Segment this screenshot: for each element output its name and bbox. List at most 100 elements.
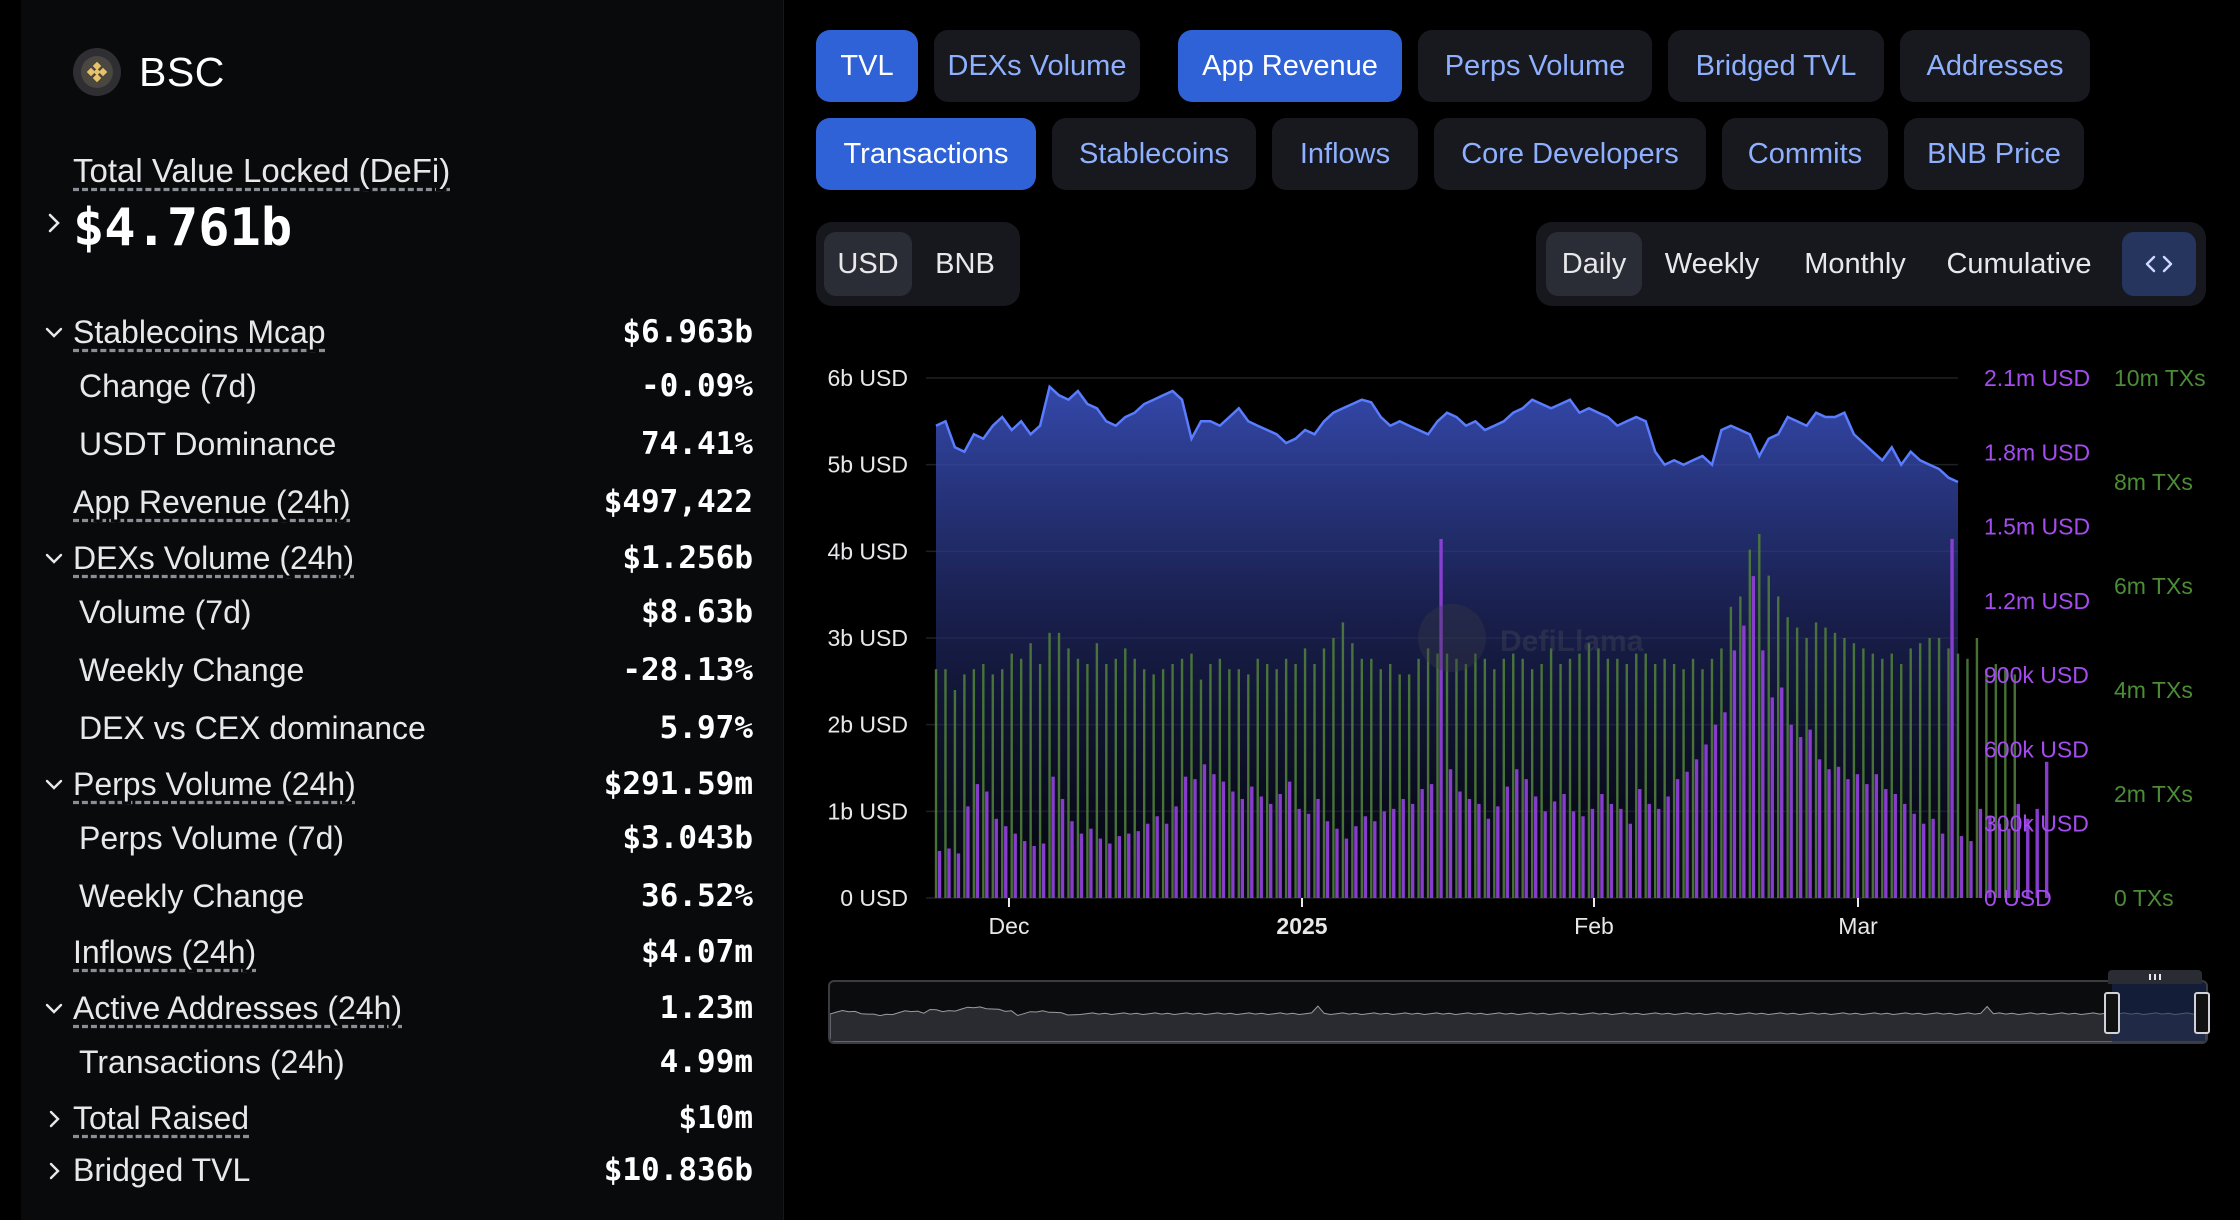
chevron-down-icon[interactable] bbox=[43, 774, 65, 801]
revenue-bar bbox=[1316, 798, 1320, 898]
denomination-bnb-button[interactable]: BNB bbox=[935, 247, 995, 280]
revenue-bar bbox=[1410, 803, 1415, 898]
stat-value: $4.07m bbox=[641, 934, 753, 970]
transactions-bar bbox=[1701, 669, 1704, 898]
brush-selection[interactable] bbox=[2112, 982, 2206, 1042]
transactions-bar bbox=[1389, 664, 1392, 898]
stat-label[interactable]: DEXs Volume (24h) bbox=[73, 540, 355, 576]
revenue-bar bbox=[1335, 828, 1339, 898]
grip-icon bbox=[2149, 974, 2161, 980]
stat-label[interactable]: Perps Volume (24h) bbox=[73, 766, 356, 802]
revenue-bar bbox=[1344, 838, 1349, 898]
chevron-down-icon[interactable] bbox=[43, 322, 65, 349]
tab-addresses[interactable]: Addresses bbox=[1900, 30, 2090, 102]
chain-title: BSC bbox=[73, 48, 225, 96]
stat-label[interactable]: Inflows (24h) bbox=[73, 934, 257, 970]
stat-row[interactable]: DEXs Volume (24h) $1.256b bbox=[43, 540, 753, 588]
stat-label[interactable]: Stablecoins Mcap bbox=[73, 314, 326, 350]
revenue-bar bbox=[1183, 776, 1188, 898]
stat-value: 1.23m bbox=[659, 990, 753, 1026]
stat-row[interactable]: Stablecoins Mcap $6.963b bbox=[43, 314, 753, 362]
stat-label: DEX vs CEX dominance bbox=[79, 710, 426, 746]
stat-label: Perps Volume (7d) bbox=[79, 820, 345, 856]
stat-label[interactable]: Total Raised bbox=[73, 1100, 250, 1136]
tab-bnb-price[interactable]: BNB Price bbox=[1904, 118, 2084, 190]
revenue-bar bbox=[1770, 697, 1774, 898]
brush-left-handle[interactable] bbox=[2104, 992, 2120, 1034]
tab-app-revenue[interactable]: App Revenue bbox=[1178, 30, 1402, 102]
transactions-bar bbox=[1426, 648, 1430, 898]
revenue-bar bbox=[1732, 650, 1737, 898]
transactions-bar bbox=[991, 674, 994, 898]
tab-stablecoins[interactable]: Stablecoins bbox=[1052, 118, 1256, 190]
tvl-axis-tick: 6b USD bbox=[827, 365, 908, 391]
chevron-right-icon[interactable] bbox=[43, 1160, 65, 1187]
transactions-bar bbox=[1228, 669, 1231, 898]
revenue-bar bbox=[1997, 823, 2002, 898]
transactions-axis-tick: 8m TXs bbox=[2114, 469, 2193, 495]
stat-label: Weekly Change bbox=[79, 652, 305, 688]
revenue-axis-tick: 300k USD bbox=[1984, 811, 2089, 837]
stat-row[interactable]: Active Addresses (24h) 1.23m bbox=[43, 990, 753, 1038]
x-axis-tick: Dec bbox=[989, 913, 1030, 939]
tab-dexs-volume[interactable]: DEXs Volume bbox=[934, 30, 1140, 102]
revenue-bar bbox=[1401, 798, 1405, 898]
chart-range-brush[interactable] bbox=[828, 980, 2208, 1044]
brush-drag-handle[interactable] bbox=[2108, 970, 2202, 984]
granularity-monthly-button[interactable]: Monthly bbox=[1804, 247, 1906, 280]
revenue-bar bbox=[994, 818, 998, 898]
denomination-usd-button[interactable]: USD bbox=[824, 232, 912, 296]
transactions-bar bbox=[1739, 596, 1742, 898]
revenue-bar bbox=[1155, 816, 1159, 898]
tvl-label[interactable]: Total Value Locked (DeFi) bbox=[73, 152, 451, 189]
defillama-watermark: DefiLlama bbox=[1418, 604, 1644, 672]
tab-commits[interactable]: Commits bbox=[1722, 118, 1888, 190]
transactions-bar bbox=[972, 669, 976, 898]
revenue-bar bbox=[1259, 796, 1263, 898]
chevron-right-icon[interactable] bbox=[43, 212, 65, 239]
revenue-bar bbox=[1846, 779, 1850, 898]
revenue-bar bbox=[1070, 821, 1074, 898]
embed-code-button[interactable] bbox=[2122, 232, 2196, 296]
tab-perps-volume[interactable]: Perps Volume bbox=[1418, 30, 1652, 102]
stat-row[interactable]: Total Raised $10m bbox=[43, 1100, 753, 1148]
tab-inflows[interactable]: Inflows bbox=[1272, 118, 1418, 190]
revenue-bar bbox=[1117, 836, 1121, 898]
brush-right-handle[interactable] bbox=[2194, 992, 2210, 1034]
transactions-bar bbox=[1019, 658, 1023, 898]
revenue-bar bbox=[1354, 826, 1358, 898]
revenue-bar bbox=[1950, 538, 1954, 898]
revenue-bar bbox=[1685, 771, 1689, 898]
tab-core-developers[interactable]: Core Developers bbox=[1434, 118, 1706, 190]
stat-label[interactable]: Active Addresses (24h) bbox=[73, 990, 403, 1026]
tab-tvl[interactable]: TVL bbox=[816, 30, 918, 102]
transactions-bar bbox=[1947, 648, 1950, 898]
chevron-down-icon[interactable] bbox=[43, 998, 65, 1025]
stat-label[interactable]: App Revenue (24h) bbox=[73, 484, 351, 520]
transactions-bar bbox=[1578, 653, 1581, 898]
stat-row[interactable]: Bridged TVL $10.836b bbox=[43, 1152, 753, 1200]
transactions-bar bbox=[1057, 632, 1061, 898]
stat-row[interactable]: Perps Volume (24h) $291.59m bbox=[43, 766, 753, 814]
transactions-bar bbox=[1597, 648, 1600, 898]
tab-transactions[interactable]: Transactions bbox=[816, 118, 1036, 190]
transactions-bar bbox=[1133, 658, 1136, 898]
revenue-bar bbox=[1127, 833, 1131, 898]
chevron-right-icon[interactable] bbox=[43, 1108, 65, 1135]
stat-value: $1.256b bbox=[622, 540, 753, 576]
revenue-bar bbox=[1325, 821, 1330, 898]
revenue-bar bbox=[1817, 759, 1822, 898]
revenue-bar bbox=[1089, 828, 1093, 898]
transactions-bar bbox=[2013, 674, 2016, 898]
revenue-bar bbox=[1751, 576, 1756, 898]
transactions-bar bbox=[1530, 669, 1534, 898]
revenue-bar bbox=[966, 806, 970, 898]
transactions-bar bbox=[1881, 658, 1884, 898]
tab-bridged-tvl[interactable]: Bridged TVL bbox=[1668, 30, 1884, 102]
granularity-daily-button[interactable]: Daily bbox=[1546, 232, 1642, 296]
granularity-weekly-button[interactable]: Weekly bbox=[1664, 247, 1760, 280]
granularity-cumulative-button[interactable]: Cumulative bbox=[1946, 247, 2092, 280]
stat-value: 74.41% bbox=[641, 426, 753, 462]
revenue-bar bbox=[1212, 774, 1216, 898]
chevron-down-icon[interactable] bbox=[43, 548, 65, 575]
